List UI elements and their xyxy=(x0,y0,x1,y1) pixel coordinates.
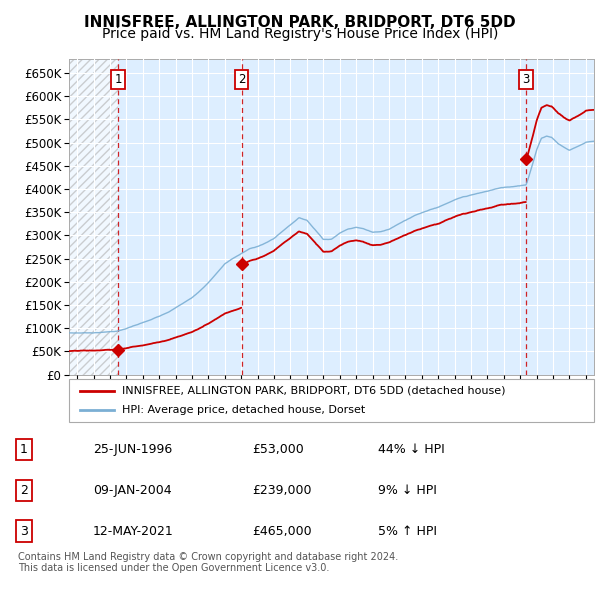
Text: 1: 1 xyxy=(114,73,122,86)
Text: 2: 2 xyxy=(20,484,28,497)
Text: 09-JAN-2004: 09-JAN-2004 xyxy=(93,484,172,497)
Text: £53,000: £53,000 xyxy=(252,443,304,456)
Text: 25-JUN-1996: 25-JUN-1996 xyxy=(93,443,172,456)
Text: £465,000: £465,000 xyxy=(252,525,311,538)
Text: 44% ↓ HPI: 44% ↓ HPI xyxy=(378,443,445,456)
Text: 1: 1 xyxy=(20,443,28,456)
Text: INNISFREE, ALLINGTON PARK, BRIDPORT, DT6 5DD: INNISFREE, ALLINGTON PARK, BRIDPORT, DT6… xyxy=(84,15,516,30)
Text: INNISFREE, ALLINGTON PARK, BRIDPORT, DT6 5DD (detached house): INNISFREE, ALLINGTON PARK, BRIDPORT, DT6… xyxy=(121,386,505,396)
Text: 12-MAY-2021: 12-MAY-2021 xyxy=(93,525,174,538)
Text: Contains HM Land Registry data © Crown copyright and database right 2024.
This d: Contains HM Land Registry data © Crown c… xyxy=(18,552,398,573)
Text: 9% ↓ HPI: 9% ↓ HPI xyxy=(378,484,437,497)
Text: 3: 3 xyxy=(20,525,28,538)
Text: 3: 3 xyxy=(523,73,530,86)
Bar xyxy=(69,59,118,375)
Text: 5% ↑ HPI: 5% ↑ HPI xyxy=(378,525,437,538)
Text: HPI: Average price, detached house, Dorset: HPI: Average price, detached house, Dors… xyxy=(121,405,365,415)
Text: Price paid vs. HM Land Registry's House Price Index (HPI): Price paid vs. HM Land Registry's House … xyxy=(102,27,498,41)
FancyBboxPatch shape xyxy=(69,379,594,422)
Text: £239,000: £239,000 xyxy=(252,484,311,497)
Text: 2: 2 xyxy=(238,73,245,86)
